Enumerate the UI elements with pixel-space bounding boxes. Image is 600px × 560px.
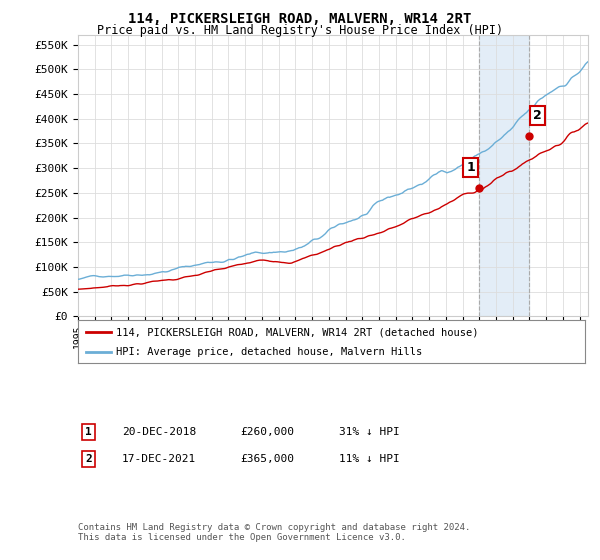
Bar — [479, 35, 529, 316]
Text: 20-DEC-2018: 20-DEC-2018 — [122, 427, 196, 437]
Text: 17-DEC-2021: 17-DEC-2021 — [122, 454, 196, 464]
Text: 1: 1 — [466, 161, 475, 174]
Text: 11% ↓ HPI: 11% ↓ HPI — [338, 454, 400, 464]
Text: 1: 1 — [85, 427, 92, 437]
Text: 31% ↓ HPI: 31% ↓ HPI — [338, 427, 400, 437]
Text: Contains HM Land Registry data © Crown copyright and database right 2024.
This d: Contains HM Land Registry data © Crown c… — [78, 522, 470, 542]
Text: £260,000: £260,000 — [240, 427, 294, 437]
Text: 2: 2 — [85, 454, 92, 464]
Text: 114, PICKERSLEIGH ROAD, MALVERN, WR14 2RT (detached house): 114, PICKERSLEIGH ROAD, MALVERN, WR14 2R… — [116, 327, 479, 337]
Text: 2: 2 — [533, 109, 542, 122]
Text: £365,000: £365,000 — [240, 454, 294, 464]
Text: 114, PICKERSLEIGH ROAD, MALVERN, WR14 2RT: 114, PICKERSLEIGH ROAD, MALVERN, WR14 2R… — [128, 12, 472, 26]
Text: HPI: Average price, detached house, Malvern Hills: HPI: Average price, detached house, Malv… — [116, 347, 422, 357]
Text: Price paid vs. HM Land Registry's House Price Index (HPI): Price paid vs. HM Land Registry's House … — [97, 24, 503, 36]
